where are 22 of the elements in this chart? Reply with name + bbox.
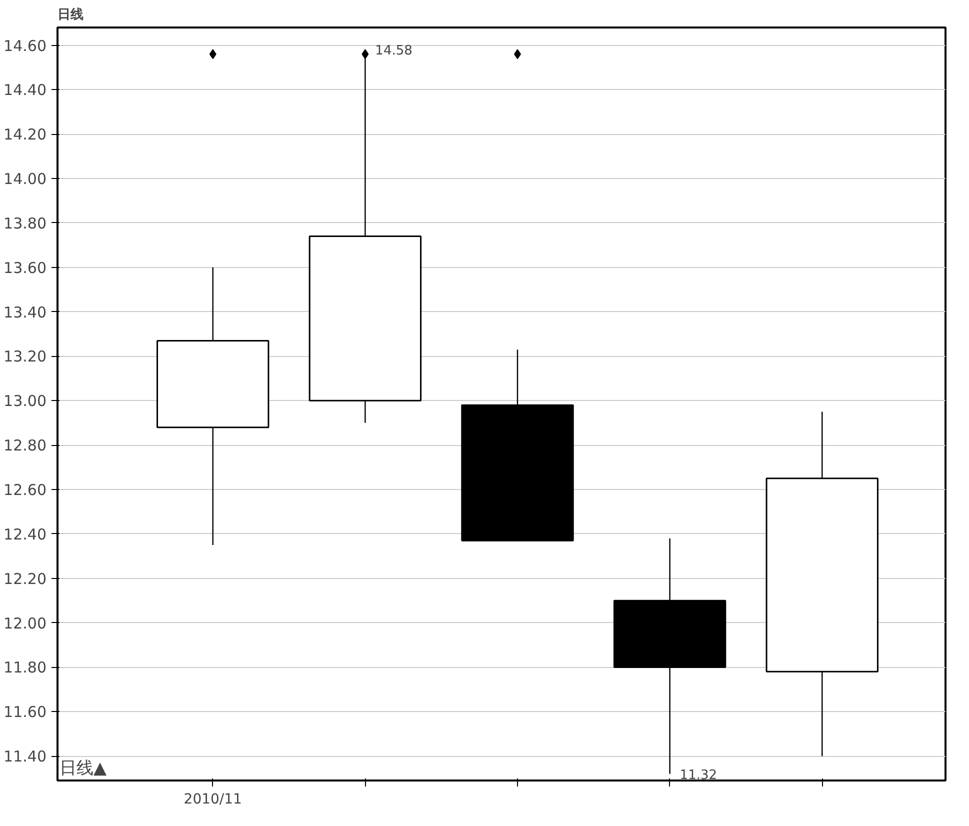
annotation: 日线▲ <box>60 758 108 778</box>
annotation: 11.32 <box>680 768 718 783</box>
annotation: 14.58 <box>375 44 412 59</box>
y-tick-label: 14.60 <box>4 36 47 55</box>
y-tick-label: 12.20 <box>4 570 47 588</box>
chart-title: 日线 <box>58 8 84 22</box>
y-tick-label: 12.80 <box>4 436 47 455</box>
x-tick-label: 2010/11 <box>184 792 242 808</box>
y-tick-label: 12.40 <box>4 525 47 544</box>
y-tick-label: 11.60 <box>4 703 47 722</box>
y-tick-label: 12.00 <box>4 614 47 632</box>
y-tick-label: 14.20 <box>4 126 47 144</box>
y-tick-label: 14.00 <box>4 170 47 188</box>
y-tick-label: 13.40 <box>4 303 47 322</box>
y-tick-label: 11.80 <box>4 658 47 677</box>
y-tick-label: 13.80 <box>4 214 47 232</box>
y-tick-label: 13.00 <box>4 392 47 410</box>
y-tick-label: 11.40 <box>4 748 47 766</box>
y-tick-label: 13.60 <box>4 258 47 277</box>
y-tick-label: 14.40 <box>4 81 47 100</box>
y-tick-label: 13.20 <box>4 348 47 366</box>
y-tick-label: 12.60 <box>4 481 47 500</box>
